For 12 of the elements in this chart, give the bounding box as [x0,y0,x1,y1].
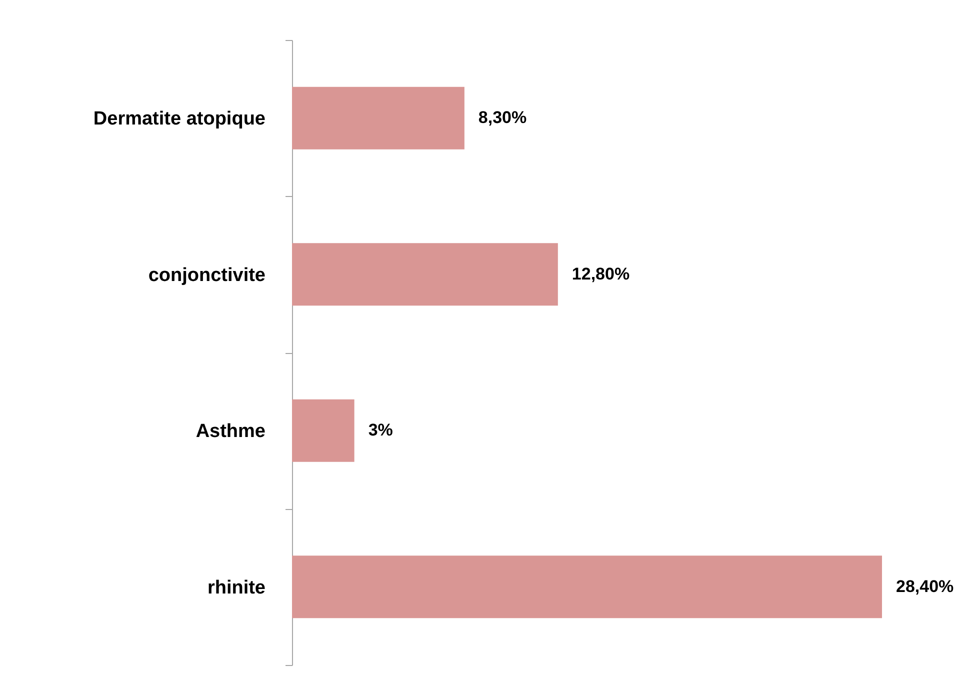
y-tick-label: rhinite [207,577,266,598]
y-tick-label: Dermatite atopique [93,108,266,130]
data-label: 28,40% [896,576,954,596]
bar [292,399,354,462]
data-label: 8,30% [478,108,527,128]
y-tick-label: Asthme [196,421,266,442]
data-label: 3% [368,420,393,440]
y-tick-label: conjonctivite [148,264,266,286]
bar [292,243,558,306]
bar [292,86,464,150]
bar [292,556,882,618]
data-label: 12,80% [572,264,630,284]
